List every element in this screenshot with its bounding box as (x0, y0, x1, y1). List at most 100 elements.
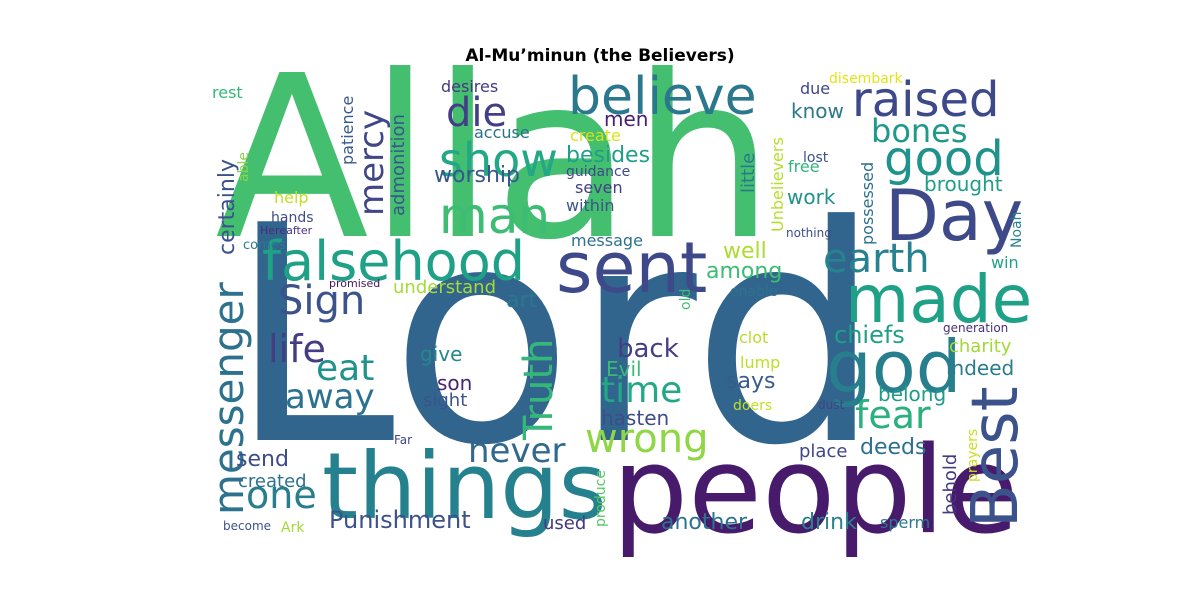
word-far: Far (394, 433, 412, 447)
word-place: place (799, 441, 847, 462)
word-another: another (661, 510, 748, 535)
word-punishment: Punishment (329, 506, 471, 534)
word-seven: seven (575, 178, 623, 197)
word-well: well (723, 239, 767, 264)
word-best: Best (959, 386, 1033, 528)
word-create: create (570, 126, 621, 145)
word-art: art (506, 288, 538, 313)
word-wrong: wrong (585, 416, 709, 462)
word-says: says (726, 369, 775, 394)
word-lost: lost (803, 150, 829, 166)
word-dust: dust (818, 398, 844, 412)
word-understand: understand (393, 277, 496, 298)
word-people: people (612, 422, 1019, 561)
word-earth: earth (823, 236, 930, 282)
word-among: among (706, 259, 782, 284)
word-allah: Allah (215, 28, 774, 290)
word-promised: promised (329, 277, 380, 290)
word-able: able (236, 152, 252, 182)
word-son: son (437, 371, 472, 395)
word-god: god (826, 325, 961, 409)
word-belong: belong (878, 382, 946, 406)
word-eat: eat (316, 348, 374, 389)
word-sight: sight (423, 390, 467, 411)
word-evil: Evil (606, 357, 642, 381)
word-disembark: disembark (829, 71, 904, 87)
word-send: send (236, 447, 289, 472)
word-admonition: admonition (388, 114, 409, 216)
word-desires: desires (441, 77, 498, 96)
word-ark: Ark (281, 520, 305, 536)
word-clot: clot (739, 328, 768, 347)
word-fear: fear (855, 393, 931, 437)
word-men: men (604, 107, 648, 131)
word-prayers: prayers (965, 429, 981, 482)
word-due: due (800, 79, 830, 98)
word-free: free (788, 157, 820, 176)
word-give: give (420, 342, 462, 366)
word-believe: believe (568, 67, 757, 127)
word-help: help (274, 188, 309, 207)
word-sent: sent (556, 227, 707, 309)
word-die: die (446, 90, 507, 136)
word-day: Day (885, 175, 1023, 257)
word-time: time (601, 370, 682, 411)
word-worship: worship (434, 163, 520, 188)
word-become: become (223, 519, 271, 533)
word-sign: Sign (278, 278, 365, 324)
word-charity: charity (949, 336, 1012, 357)
word-man: man (439, 187, 550, 245)
word-hands: hands (271, 210, 314, 226)
word-produce: produce (593, 470, 609, 527)
word-used: used (543, 513, 586, 534)
word-possessed: possessed (858, 162, 877, 245)
word-indeed: indeed (946, 356, 1014, 380)
word-never: never (468, 431, 566, 471)
word-mercy: mercy (352, 110, 392, 216)
word-deeds: deeds (860, 435, 926, 460)
word-show: show (439, 133, 558, 187)
word-away: away (285, 377, 375, 417)
word-noah: Noah (1009, 212, 1025, 249)
word-doers: doers (733, 398, 772, 414)
word-made: made (845, 261, 1032, 338)
word-know: know (791, 99, 844, 123)
word-bones: bones (871, 112, 968, 150)
word-accuse: accuse (474, 123, 530, 142)
word-generation: generation (943, 321, 1008, 335)
word-old: old (678, 289, 694, 310)
word-certainly: certainly (215, 159, 240, 255)
word-rest: rest (212, 83, 243, 102)
word-little: little (738, 153, 759, 193)
word-guidance: guidance (566, 164, 630, 180)
word-life: life (268, 327, 326, 371)
word-hasten: hasten (601, 406, 669, 430)
word-comes: comes (243, 238, 286, 253)
word-hereafter: Hereafter (260, 224, 313, 237)
word-enable: enable (730, 284, 777, 300)
word-lord: Lord (228, 162, 882, 511)
word-things: things (322, 433, 607, 540)
word-besides: besides (566, 143, 650, 168)
word-drink: drink (801, 510, 857, 535)
word-patience: patience (338, 96, 357, 165)
word-nothing: nothing (786, 226, 832, 240)
word-raised: raised (852, 72, 1000, 128)
word-message: message (571, 231, 643, 250)
word-work: work (787, 185, 836, 209)
word-back: back (617, 334, 679, 364)
word-brought: brought (924, 172, 1003, 196)
word-chiefs: chiefs (834, 321, 905, 349)
word-unbelievers: Unbelievers (768, 137, 787, 232)
word-messenger: messenger (204, 282, 253, 515)
word-behold: behold (940, 454, 961, 515)
word-within: within (566, 196, 615, 215)
word-created: created (238, 471, 307, 492)
word-win: win (991, 253, 1019, 272)
word-good: good (884, 131, 1004, 187)
word-sperm: sperm (880, 513, 930, 532)
word-truth: Truth (516, 339, 562, 441)
word-falsehood: falsehood (262, 230, 525, 293)
word-lump: lump (740, 353, 780, 372)
